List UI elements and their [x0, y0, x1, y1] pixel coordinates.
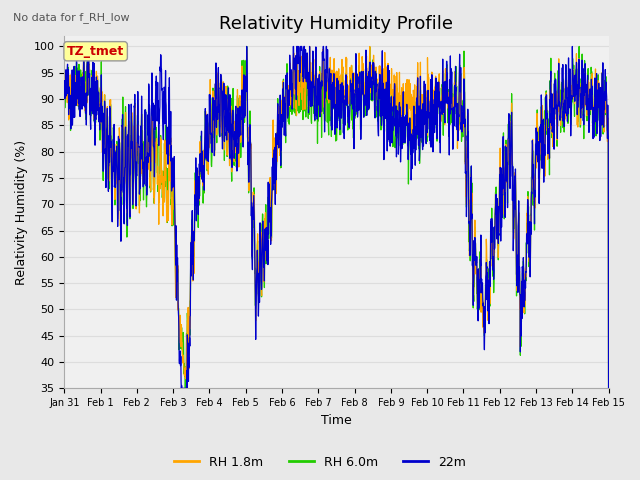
Text: TZ_tmet: TZ_tmet	[67, 45, 124, 58]
Text: No data for f_RH_low: No data for f_RH_low	[13, 12, 129, 23]
Title: Relativity Humidity Profile: Relativity Humidity Profile	[220, 15, 453, 33]
Y-axis label: Relativity Humidity (%): Relativity Humidity (%)	[15, 140, 28, 285]
X-axis label: Time: Time	[321, 414, 352, 427]
Legend: RH 1.8m, RH 6.0m, 22m: RH 1.8m, RH 6.0m, 22m	[170, 451, 470, 474]
